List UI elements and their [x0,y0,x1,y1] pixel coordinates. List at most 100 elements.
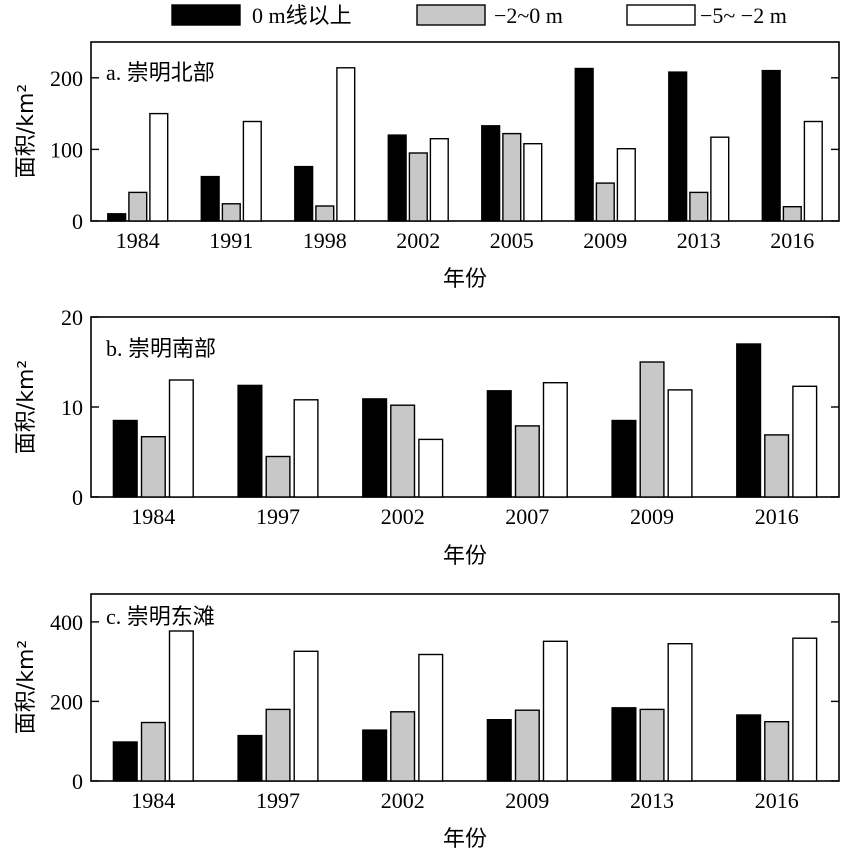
bar-2013-series-0 [611,707,637,782]
bar-1984-series-0 [112,741,138,782]
bar-1997-series-2 [293,399,319,498]
bar-2016-series-2 [792,637,818,782]
panel-title: b. 崇明南部 [106,336,216,361]
bar-1998-series-1 [315,205,335,222]
bar-1984-series-2 [149,112,169,222]
bar-2009-series-0 [486,719,512,782]
axis-ticks: 1984 1997 2002 2009 2013 2016 0 200 400 [50,610,839,813]
panel-chongming-north: 1984 1991 1998 2002 2005 2009 2013 20160100200 … [14,41,840,292]
legend-swatch-2 [626,4,696,26]
y-axis-label: 面积/km² [14,640,39,734]
bar-2002-series-1 [390,404,416,498]
x-tick-label-1998: 1998 [303,228,347,253]
legend: 0 m线以上 −2~0 m −5~ −2 m [171,3,787,28]
x-tick-label-2009: 2009 [583,228,627,253]
legend-swatch-1 [416,4,486,26]
x-axis-label: 年份 [443,267,487,292]
bar-1991-series-2 [242,120,262,222]
bar-2005-series-1 [502,132,522,222]
panel-title: a. 崇明北部 [106,60,215,85]
x-tick-label-1991: 1991 [209,228,253,253]
bar-2009-series-1 [514,709,540,782]
y-tick-label-200: 200 [50,66,83,91]
axis-ticks: 1984 1991 1998 2002 2005 2009 2013 2016 0 100 200 [50,66,839,253]
x-tick-label-1997: 1997 [256,788,300,813]
x-tick-label-2016: 2016 [755,788,799,813]
x-tick-label-2002: 2002 [381,788,425,813]
bar-2005-series-2 [523,142,543,222]
bar-2013-series-1 [639,708,665,782]
x-tick-label-2002: 2002 [381,504,425,529]
y-tick-label-10: 10 [61,395,83,420]
bars [107,67,823,222]
y-tick-label-0: 0 [72,769,83,794]
bar-2005-series-0 [481,125,501,222]
bar-1997-series-1 [265,708,291,782]
plot-frame [90,593,840,782]
bar-2016-series-0 [761,69,781,222]
x-axis-label: 年份 [443,827,487,852]
bar-2002-series-2 [418,653,444,782]
bar-2009-series-1 [639,361,665,498]
x-tick-label-2002: 2002 [396,228,440,253]
bar-1997-series-0 [237,734,263,782]
bar-2002-series-2 [429,137,449,222]
bar-2002-series-0 [387,134,407,222]
bar-1984-series-0 [112,419,138,498]
x-tick-label-1984: 1984 [116,228,160,253]
bar-1984-series-2 [168,630,194,782]
y-axis-label: 面积/km² [14,84,39,178]
bar-2016-series-1 [764,434,790,498]
axis-ticks: 1984 1997 2002 2007 2009 2016 0 10 20 [61,305,839,529]
x-tick-label-2016: 2016 [770,228,814,253]
bar-1984-series-1 [128,191,148,222]
bar-1991-series-0 [200,175,220,222]
y-axis-label: 面积/km² [14,360,39,454]
bar-2002-series-0 [362,729,388,782]
panel-title: c. 崇明东滩 [106,604,215,629]
bar-2009-series-2 [542,640,568,782]
bar-2016-series-0 [736,714,762,782]
bar-2007-series-0 [486,390,512,498]
bar-1991-series-1 [221,203,241,222]
bar-1997-series-2 [293,650,319,782]
bar-2016-series-2 [792,385,818,498]
y-tick-label-400: 400 [50,610,83,635]
bar-2016-series-0 [736,343,762,498]
x-tick-label-1997: 1997 [256,504,300,529]
x-tick-label-2016: 2016 [755,504,799,529]
bar-1998-series-0 [294,165,314,222]
y-tick-label-100: 100 [50,137,83,162]
bar-2013-series-0 [668,71,688,222]
bar-2002-series-0 [362,398,388,498]
bars [112,630,818,782]
bar-2013-series-1 [689,191,709,222]
x-tick-label-2005: 2005 [490,228,534,253]
legend-label-2: −5~ −2 m [700,3,787,28]
y-tick-label-0: 0 [72,485,83,510]
bar-1997-series-0 [237,384,263,498]
legend-label-0: 0 m线以上 [252,3,352,28]
bar-1984-series-2 [168,379,194,498]
bar-1984-series-0 [107,213,127,222]
bar-1997-series-1 [265,455,291,498]
panel-chongming-south: 1984 1997 2002 2007 2009 2016 0 10 20 b. 崇明南部 年份… [14,305,840,569]
bar-2016-series-1 [764,721,790,782]
bar-2009-series-0 [611,419,637,498]
x-tick-label-1984: 1984 [131,504,175,529]
x-tick-label-2009: 2009 [630,504,674,529]
x-tick-label-2013: 2013 [677,228,721,253]
bar-2007-series-2 [542,382,568,498]
x-tick-label-2007: 2007 [505,504,549,529]
bar-1984-series-1 [140,436,166,498]
bar-2007-series-1 [514,425,540,498]
bar-2009-series-1 [595,182,615,222]
legend-label-1: −2~0 m [494,3,563,28]
y-tick-label-200: 200 [50,689,83,714]
x-axis-label: 年份 [443,544,487,569]
bars [112,343,818,498]
bar-2009-series-2 [667,389,693,498]
bar-2013-series-2 [667,643,693,782]
